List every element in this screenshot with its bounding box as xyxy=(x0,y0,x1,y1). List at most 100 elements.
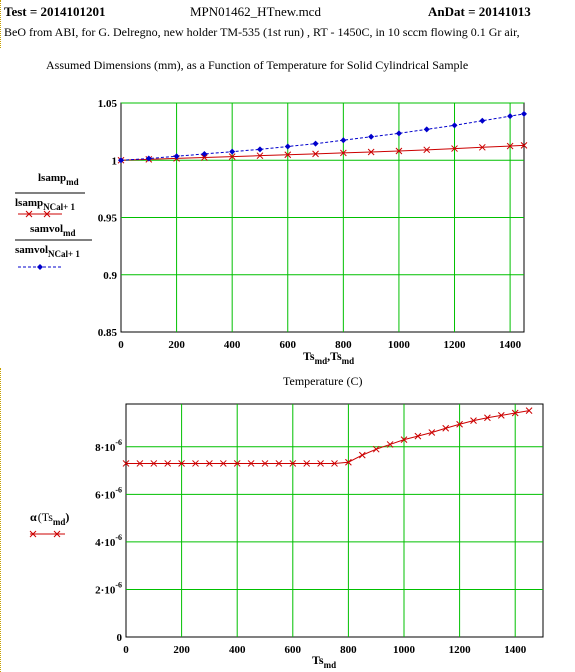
x-axis-label: Tsmd xyxy=(312,653,336,670)
data-point xyxy=(261,460,269,467)
data-point xyxy=(423,126,430,133)
y-tick-label: 1 xyxy=(112,155,118,167)
x-tick-label: 1200 xyxy=(444,339,467,351)
sample-description: BeO from ABI, for G. Delregno, new holde… xyxy=(4,25,520,39)
data-point xyxy=(201,150,208,157)
data-point xyxy=(451,122,458,129)
x-tick-label: 200 xyxy=(168,339,185,351)
data-point xyxy=(506,142,514,150)
data-point xyxy=(428,429,436,436)
x-axis-sublabel: Temperature (C) xyxy=(283,374,362,388)
data-point xyxy=(164,460,172,467)
data-point xyxy=(317,460,324,467)
x-tick-label: 1400 xyxy=(499,339,522,351)
data-point xyxy=(206,460,213,467)
data-point xyxy=(331,460,338,467)
data-point xyxy=(275,460,283,467)
data-point xyxy=(136,460,144,467)
data-point xyxy=(386,441,394,448)
data-point xyxy=(525,407,533,415)
x-tick-label: 800 xyxy=(335,339,352,351)
data-point xyxy=(173,153,180,160)
data-point xyxy=(303,460,311,467)
chart-subtitle: Assumed Dimensions (mm), as a Function o… xyxy=(46,58,469,72)
data-point xyxy=(233,460,241,467)
data-point xyxy=(192,460,199,467)
dimension-ratio-chart: 0 200 400 600 800 1000 1200 1400 0.85 0.9 0.95 1 1.… xyxy=(15,98,528,388)
region-guide-top xyxy=(0,0,1,48)
data-point xyxy=(312,140,319,147)
data-point xyxy=(368,133,375,140)
data-point xyxy=(497,412,505,419)
legend-alpha-marker xyxy=(29,530,65,538)
data-point xyxy=(511,409,519,417)
data-point xyxy=(521,110,527,117)
data-point xyxy=(150,460,158,467)
data-point xyxy=(478,143,486,151)
x-tick-label: 1000 xyxy=(388,339,411,351)
x-tick-label: 400 xyxy=(229,644,246,656)
data-point xyxy=(145,155,152,162)
y-tick-label: 6·10-6 xyxy=(95,485,122,501)
data-point xyxy=(358,451,366,459)
data-point xyxy=(395,147,403,155)
y-axis-label: α(Tsmd) xyxy=(30,510,69,527)
data-point xyxy=(228,153,236,160)
test-id-label: Test = 2014101201 xyxy=(4,4,106,19)
data-point xyxy=(520,142,528,149)
analysis-date-label: AnDat = 20141013 xyxy=(428,4,531,19)
x-tick-label: 400 xyxy=(224,339,241,351)
legend: α(Tsmd) xyxy=(29,510,69,538)
data-point xyxy=(451,145,458,152)
y-tick-label: 1.05 xyxy=(98,98,118,110)
x-tick-label: 200 xyxy=(173,644,190,656)
x-tick-label: 0 xyxy=(123,644,129,656)
data-point xyxy=(201,154,208,161)
x-tick-label: 600 xyxy=(280,339,297,351)
data-point xyxy=(122,460,130,467)
data-point xyxy=(118,157,124,164)
y-tick-label: 8·10-6 xyxy=(95,438,122,454)
data-point xyxy=(414,432,422,440)
data-point xyxy=(470,417,477,424)
data-point xyxy=(178,460,185,467)
y-tick-label: 0.9 xyxy=(103,270,117,282)
x-tick-label: 800 xyxy=(340,644,357,656)
data-point xyxy=(289,460,297,467)
file-name-label: MPN01462_HTnew.mcd xyxy=(190,4,321,19)
data-point xyxy=(312,150,319,158)
legend-lsamp-marker xyxy=(18,210,62,218)
data-point xyxy=(456,420,463,428)
data-point xyxy=(345,458,352,466)
data-point xyxy=(256,146,263,153)
series-line xyxy=(126,410,530,464)
data-point xyxy=(340,137,347,144)
y-tick-label: 0 xyxy=(117,632,123,644)
data-point xyxy=(219,460,227,467)
x-tick-label: 1000 xyxy=(393,644,416,656)
data-point xyxy=(479,117,486,124)
x-tick-label: 600 xyxy=(285,644,302,656)
region-guide-bottom xyxy=(0,368,1,672)
data-point xyxy=(284,151,292,159)
data-point xyxy=(442,424,450,432)
data-point xyxy=(395,130,402,137)
data-point xyxy=(367,148,375,156)
data-point xyxy=(372,445,380,453)
x-tick-label: 1400 xyxy=(504,644,527,656)
data-point xyxy=(256,152,264,160)
y-tick-label: 4·10-6 xyxy=(95,533,122,549)
plot-area xyxy=(125,403,544,638)
y-tick-label: 0.95 xyxy=(98,213,118,225)
data-point xyxy=(507,113,514,120)
data-point xyxy=(247,460,255,467)
x-tick-label: 0 xyxy=(118,339,124,351)
data-point xyxy=(339,149,347,157)
data-point xyxy=(229,148,236,155)
y-tick-label: 0.85 xyxy=(98,327,118,339)
legend-samvol-marker xyxy=(18,264,62,270)
data-point xyxy=(423,146,431,154)
y-tick-label: 2·10-6 xyxy=(95,580,122,596)
series-line xyxy=(120,144,525,161)
